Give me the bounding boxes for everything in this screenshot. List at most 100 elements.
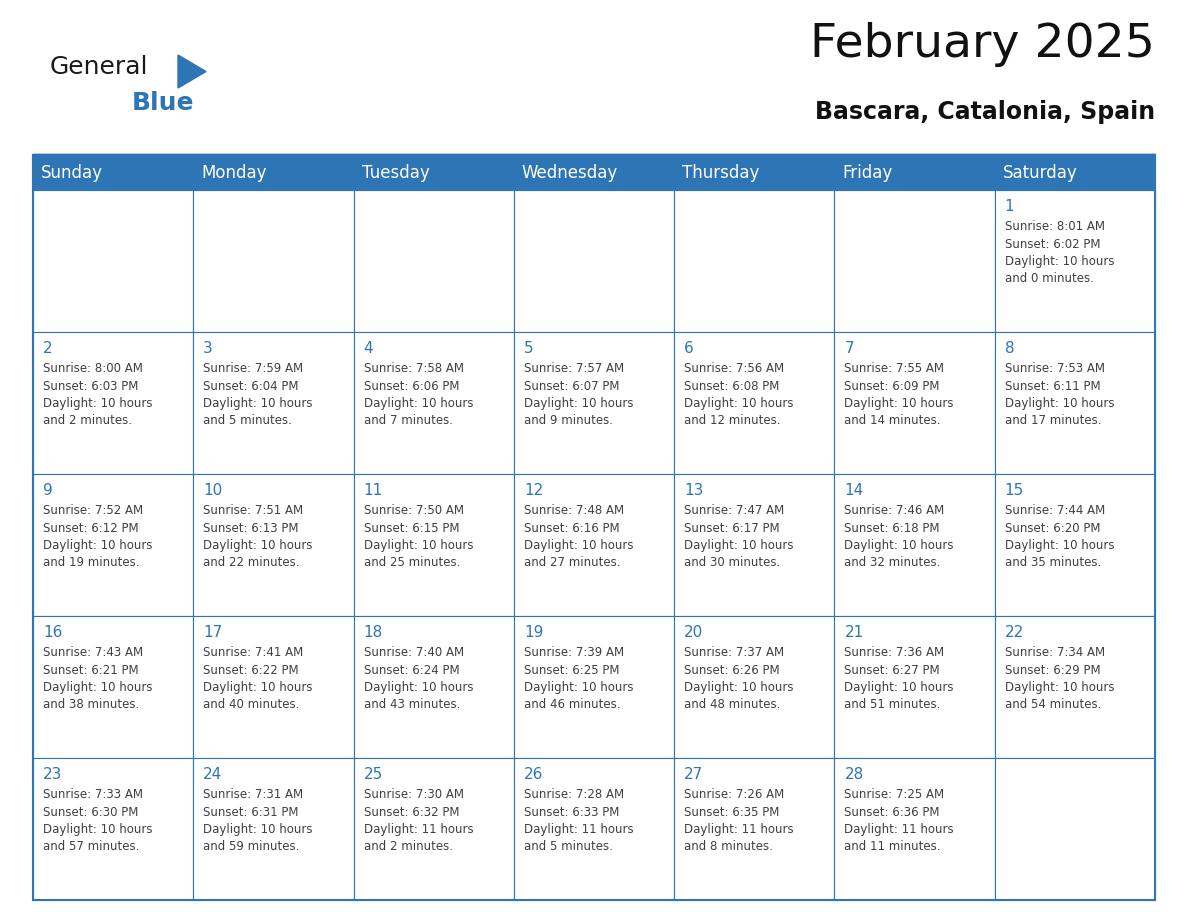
Text: Sunrise: 7:40 AM
Sunset: 6:24 PM
Daylight: 10 hours
and 43 minutes.: Sunrise: 7:40 AM Sunset: 6:24 PM Dayligh… <box>364 646 473 711</box>
Text: Sunrise: 7:44 AM
Sunset: 6:20 PM
Daylight: 10 hours
and 35 minutes.: Sunrise: 7:44 AM Sunset: 6:20 PM Dayligh… <box>1005 504 1114 569</box>
Bar <box>674 616 834 758</box>
Bar <box>33 474 194 616</box>
Text: Friday: Friday <box>842 163 892 182</box>
Bar <box>834 474 994 616</box>
Text: 10: 10 <box>203 483 222 498</box>
Text: Saturday: Saturday <box>1003 163 1078 182</box>
Text: 5: 5 <box>524 341 533 356</box>
Text: 18: 18 <box>364 625 383 640</box>
Text: 4: 4 <box>364 341 373 356</box>
Text: Blue: Blue <box>132 91 195 115</box>
Bar <box>354 758 514 900</box>
Text: Sunrise: 7:34 AM
Sunset: 6:29 PM
Daylight: 10 hours
and 54 minutes.: Sunrise: 7:34 AM Sunset: 6:29 PM Dayligh… <box>1005 646 1114 711</box>
Text: 20: 20 <box>684 625 703 640</box>
Text: Sunrise: 7:57 AM
Sunset: 6:07 PM
Daylight: 10 hours
and 9 minutes.: Sunrise: 7:57 AM Sunset: 6:07 PM Dayligh… <box>524 362 633 428</box>
Bar <box>354 332 514 474</box>
Text: 22: 22 <box>1005 625 1024 640</box>
Bar <box>194 758 354 900</box>
Text: Sunrise: 7:31 AM
Sunset: 6:31 PM
Daylight: 10 hours
and 59 minutes.: Sunrise: 7:31 AM Sunset: 6:31 PM Dayligh… <box>203 788 312 854</box>
Bar <box>33 190 194 332</box>
Text: General: General <box>50 55 148 79</box>
Text: Wednesday: Wednesday <box>522 163 618 182</box>
Text: Sunrise: 7:25 AM
Sunset: 6:36 PM
Daylight: 11 hours
and 11 minutes.: Sunrise: 7:25 AM Sunset: 6:36 PM Dayligh… <box>845 788 954 854</box>
Bar <box>834 332 994 474</box>
Polygon shape <box>178 55 206 88</box>
Text: Sunrise: 7:46 AM
Sunset: 6:18 PM
Daylight: 10 hours
and 32 minutes.: Sunrise: 7:46 AM Sunset: 6:18 PM Dayligh… <box>845 504 954 569</box>
Bar <box>354 616 514 758</box>
Bar <box>354 155 514 190</box>
Bar <box>674 332 834 474</box>
Text: 25: 25 <box>364 767 383 782</box>
Text: 17: 17 <box>203 625 222 640</box>
Text: 2: 2 <box>43 341 52 356</box>
Text: Sunrise: 7:55 AM
Sunset: 6:09 PM
Daylight: 10 hours
and 14 minutes.: Sunrise: 7:55 AM Sunset: 6:09 PM Dayligh… <box>845 362 954 428</box>
Text: 12: 12 <box>524 483 543 498</box>
Bar <box>994 616 1155 758</box>
Text: Sunrise: 7:39 AM
Sunset: 6:25 PM
Daylight: 10 hours
and 46 minutes.: Sunrise: 7:39 AM Sunset: 6:25 PM Dayligh… <box>524 646 633 711</box>
Bar <box>194 332 354 474</box>
Bar <box>514 332 674 474</box>
Bar <box>194 155 354 190</box>
Bar <box>994 758 1155 900</box>
Text: Thursday: Thursday <box>682 163 759 182</box>
Text: Sunrise: 7:53 AM
Sunset: 6:11 PM
Daylight: 10 hours
and 17 minutes.: Sunrise: 7:53 AM Sunset: 6:11 PM Dayligh… <box>1005 362 1114 428</box>
Text: Tuesday: Tuesday <box>361 163 429 182</box>
Text: February 2025: February 2025 <box>810 22 1155 67</box>
Bar <box>834 155 994 190</box>
Bar <box>194 616 354 758</box>
Text: Sunrise: 7:52 AM
Sunset: 6:12 PM
Daylight: 10 hours
and 19 minutes.: Sunrise: 7:52 AM Sunset: 6:12 PM Dayligh… <box>43 504 152 569</box>
Bar <box>514 758 674 900</box>
Text: 13: 13 <box>684 483 703 498</box>
Text: 15: 15 <box>1005 483 1024 498</box>
Text: Sunrise: 7:30 AM
Sunset: 6:32 PM
Daylight: 11 hours
and 2 minutes.: Sunrise: 7:30 AM Sunset: 6:32 PM Dayligh… <box>364 788 473 854</box>
Text: 11: 11 <box>364 483 383 498</box>
Text: 9: 9 <box>43 483 52 498</box>
Text: Sunrise: 7:28 AM
Sunset: 6:33 PM
Daylight: 11 hours
and 5 minutes.: Sunrise: 7:28 AM Sunset: 6:33 PM Dayligh… <box>524 788 633 854</box>
Text: Sunday: Sunday <box>42 163 103 182</box>
Text: 23: 23 <box>43 767 63 782</box>
Bar <box>33 616 194 758</box>
Text: 24: 24 <box>203 767 222 782</box>
Bar <box>674 474 834 616</box>
Text: 19: 19 <box>524 625 543 640</box>
Bar <box>674 155 834 190</box>
Text: 8: 8 <box>1005 341 1015 356</box>
Text: Sunrise: 7:37 AM
Sunset: 6:26 PM
Daylight: 10 hours
and 48 minutes.: Sunrise: 7:37 AM Sunset: 6:26 PM Dayligh… <box>684 646 794 711</box>
Bar <box>194 190 354 332</box>
Bar <box>354 190 514 332</box>
Bar <box>354 474 514 616</box>
Bar <box>834 616 994 758</box>
Bar <box>33 155 194 190</box>
Text: Sunrise: 7:36 AM
Sunset: 6:27 PM
Daylight: 10 hours
and 51 minutes.: Sunrise: 7:36 AM Sunset: 6:27 PM Dayligh… <box>845 646 954 711</box>
Text: Sunrise: 8:01 AM
Sunset: 6:02 PM
Daylight: 10 hours
and 0 minutes.: Sunrise: 8:01 AM Sunset: 6:02 PM Dayligh… <box>1005 220 1114 285</box>
Text: 7: 7 <box>845 341 854 356</box>
Text: Sunrise: 7:50 AM
Sunset: 6:15 PM
Daylight: 10 hours
and 25 minutes.: Sunrise: 7:50 AM Sunset: 6:15 PM Dayligh… <box>364 504 473 569</box>
Text: 1: 1 <box>1005 199 1015 214</box>
Bar <box>994 155 1155 190</box>
Text: 28: 28 <box>845 767 864 782</box>
Text: Monday: Monday <box>201 163 267 182</box>
Text: 16: 16 <box>43 625 63 640</box>
Text: Sunrise: 7:47 AM
Sunset: 6:17 PM
Daylight: 10 hours
and 30 minutes.: Sunrise: 7:47 AM Sunset: 6:17 PM Dayligh… <box>684 504 794 569</box>
Text: Sunrise: 7:41 AM
Sunset: 6:22 PM
Daylight: 10 hours
and 40 minutes.: Sunrise: 7:41 AM Sunset: 6:22 PM Dayligh… <box>203 646 312 711</box>
Bar <box>674 190 834 332</box>
Text: 21: 21 <box>845 625 864 640</box>
Bar <box>194 474 354 616</box>
Text: Sunrise: 7:33 AM
Sunset: 6:30 PM
Daylight: 10 hours
and 57 minutes.: Sunrise: 7:33 AM Sunset: 6:30 PM Dayligh… <box>43 788 152 854</box>
Bar <box>834 758 994 900</box>
Text: 6: 6 <box>684 341 694 356</box>
Text: Sunrise: 7:51 AM
Sunset: 6:13 PM
Daylight: 10 hours
and 22 minutes.: Sunrise: 7:51 AM Sunset: 6:13 PM Dayligh… <box>203 504 312 569</box>
Bar <box>994 190 1155 332</box>
Text: 3: 3 <box>203 341 213 356</box>
Text: Sunrise: 7:48 AM
Sunset: 6:16 PM
Daylight: 10 hours
and 27 minutes.: Sunrise: 7:48 AM Sunset: 6:16 PM Dayligh… <box>524 504 633 569</box>
Bar <box>994 332 1155 474</box>
Bar <box>674 758 834 900</box>
Bar <box>834 190 994 332</box>
Bar <box>33 758 194 900</box>
Bar <box>514 474 674 616</box>
Text: Sunrise: 8:00 AM
Sunset: 6:03 PM
Daylight: 10 hours
and 2 minutes.: Sunrise: 8:00 AM Sunset: 6:03 PM Dayligh… <box>43 362 152 428</box>
Bar <box>514 616 674 758</box>
Bar <box>33 155 1155 190</box>
Text: Sunrise: 7:26 AM
Sunset: 6:35 PM
Daylight: 11 hours
and 8 minutes.: Sunrise: 7:26 AM Sunset: 6:35 PM Dayligh… <box>684 788 794 854</box>
Bar <box>994 474 1155 616</box>
